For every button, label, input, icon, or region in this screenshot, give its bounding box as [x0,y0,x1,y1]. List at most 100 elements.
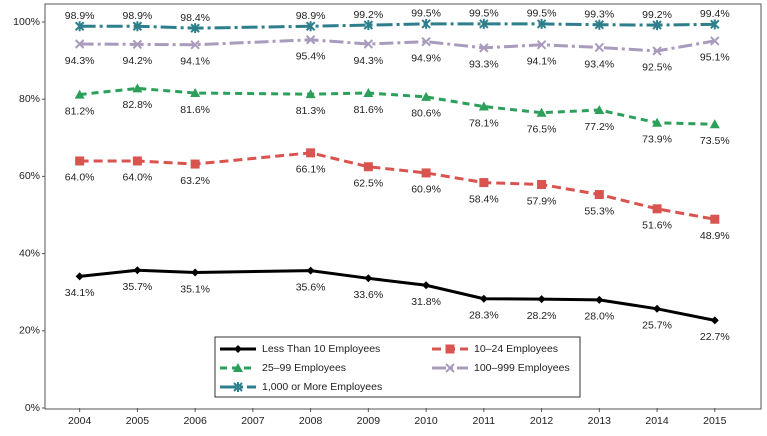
marker [479,294,488,303]
x-tick-label: 2009 [357,415,381,427]
data-label: 76.5% [527,123,557,135]
x-tick-label: 2008 [299,415,323,427]
y-tick-label: 0% [25,402,40,414]
marker [422,281,431,290]
marker [709,119,720,129]
data-label: 35.1% [180,283,210,295]
marker [710,36,720,46]
data-label: 55.3% [584,205,614,217]
data-label: 35.6% [296,281,326,293]
marker [306,148,316,158]
y-tick-label: 60% [19,170,40,182]
legend-box [214,336,581,398]
data-label: 93.3% [469,59,499,71]
marker [421,91,432,101]
marker [191,268,200,277]
marker [133,266,142,275]
marker [190,88,201,98]
marker [363,39,374,49]
data-label: 66.1% [296,164,326,176]
x-tick-label: 2015 [703,415,727,427]
marker [132,21,143,32]
x-tick-label: 2014 [645,415,669,427]
marker [74,89,85,99]
data-label: 98.9% [296,10,326,22]
marker [537,295,546,304]
data-label: 60.9% [411,184,441,196]
data-label: 81.2% [65,105,95,117]
data-label: 95.4% [296,51,326,63]
x-tick-label: 2007 [241,415,265,427]
data-label: 51.6% [642,220,672,232]
marker [190,40,200,50]
marker [652,20,662,31]
x-tick-label: 2010 [414,415,438,427]
marker [305,89,316,99]
marker [74,21,85,32]
data-label: 99.5% [469,8,499,20]
marker [75,156,85,166]
data-label: 48.9% [700,230,730,242]
data-label: 81.3% [296,105,326,117]
data-label: 73.5% [700,135,730,147]
data-label: 93.4% [584,58,614,70]
marker [537,180,547,190]
marker [710,316,719,325]
data-label: 92.5% [642,62,672,74]
marker [536,40,547,50]
data-label: 98.4% [180,12,210,24]
marker [132,83,143,93]
marker [233,382,243,392]
data-label: 94.3% [353,55,383,67]
data-label: 81.6% [180,104,210,116]
data-label: 80.6% [411,108,441,120]
marker [479,18,489,29]
data-label: 82.8% [122,99,152,111]
marker [305,21,316,32]
marker [364,274,373,283]
marker [306,266,315,275]
data-label: 94.1% [180,56,210,68]
marker [421,36,431,47]
marker [594,19,605,30]
data-label: 94.3% [65,55,95,67]
marker [536,18,547,29]
marker [234,345,242,353]
data-label: 33.6% [353,289,383,301]
y-tick-label: 100% [13,16,40,28]
data-label: 57.9% [527,195,557,207]
data-label: 62.5% [353,178,383,190]
data-label: 34.1% [65,287,95,299]
marker [190,23,200,34]
marker [445,344,455,354]
marker [479,178,489,188]
data-label: 99.5% [411,8,441,20]
data-label: 94.9% [411,52,441,64]
marker [75,272,84,281]
data-label: 64.0% [122,172,152,184]
data-label: 99.5% [527,8,557,20]
legend-label: 100–999 Employees [474,362,570,374]
marker [594,42,605,53]
marker [710,19,720,30]
data-label: 64.0% [65,172,95,184]
data-label: 81.6% [353,104,383,116]
data-label: 94.2% [122,55,152,67]
data-label: 78.1% [469,117,499,129]
marker [536,107,547,117]
legend-label: 10–24 Employees [474,343,558,355]
x-tick-label: 2013 [588,415,612,427]
marker [710,214,720,224]
marker [479,43,489,53]
legend-label: 25–99 Employees [262,362,346,374]
data-label: 99.4% [700,8,730,20]
data-label: 28.0% [584,311,614,323]
data-label: 73.9% [642,134,672,146]
x-tick-label: 2006 [183,415,207,427]
data-label: 35.7% [122,281,152,293]
y-tick-label: 80% [19,93,40,105]
marker [132,156,142,166]
y-tick-label: 40% [19,247,40,259]
